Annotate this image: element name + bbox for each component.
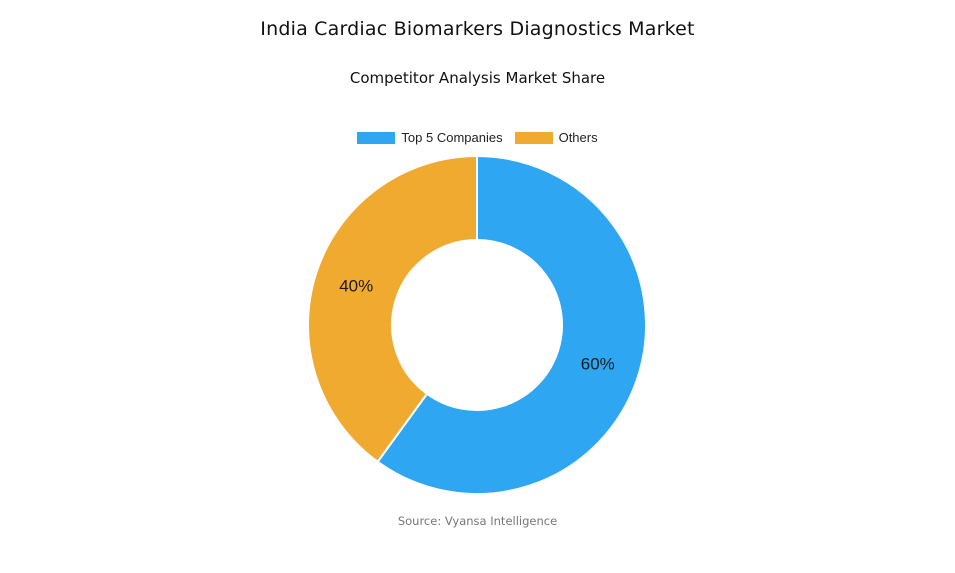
slice-label-top5: 60% [581, 355, 615, 374]
legend-swatch-top5 [357, 131, 396, 144]
legend-label-top5: Top 5 Companies [401, 130, 503, 145]
legend-swatch-others [514, 131, 553, 144]
legend-item-top5[interactable]: Top 5 Companies [357, 130, 503, 145]
donut-slice-others[interactable] [307, 154, 478, 464]
legend-item-others[interactable]: Others [514, 130, 598, 145]
chart-legend: Top 5 Companies Others [0, 130, 955, 145]
legend-label-others: Others [558, 130, 598, 145]
chart-subtitle: Competitor Analysis Market Share [349, 69, 606, 87]
chart-title: India Cardiac Biomarkers Diagnostics Mar… [260, 18, 695, 40]
donut-slice-top5[interactable] [376, 154, 647, 495]
source-note: Source: Vyansa Intelligence [397, 514, 558, 528]
slice-label-others: 40% [339, 276, 373, 295]
